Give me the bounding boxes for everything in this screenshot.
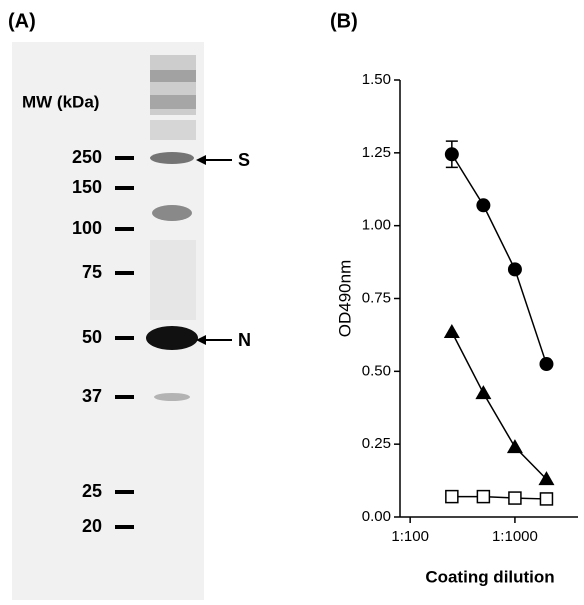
- x-tick-label: 1:1000: [492, 528, 538, 545]
- point: [539, 492, 554, 506]
- mw-label: MW (kDa): [22, 92, 99, 111]
- point: [445, 489, 459, 504]
- gel-lane: [146, 55, 198, 401]
- y-tick-label: 1.50: [362, 71, 391, 88]
- y-axis-label: OD490nm: [335, 260, 354, 337]
- point: [507, 262, 522, 277]
- series-line: [451, 153, 548, 365]
- point: [475, 385, 492, 400]
- y-tick-label: 1.25: [362, 144, 391, 161]
- point: [444, 147, 459, 162]
- point: [539, 357, 554, 372]
- x-axis-label: Coating dilution: [425, 567, 554, 586]
- band-label: N: [238, 330, 251, 350]
- band-label: S: [238, 150, 250, 170]
- arrow-head: [196, 335, 206, 345]
- y-tick-label: 0.50: [362, 362, 391, 379]
- point: [538, 471, 555, 486]
- point: [476, 198, 491, 213]
- y-tick-label: 0.75: [362, 289, 391, 306]
- x-tick-label: 1:100: [391, 528, 429, 545]
- point: [506, 439, 523, 454]
- marker-label: 20: [82, 516, 102, 536]
- gel: [12, 42, 204, 600]
- point: [476, 489, 491, 504]
- panel-label: (A): [8, 10, 36, 32]
- arrow-head: [196, 155, 206, 165]
- y-tick-label: 1.00: [362, 217, 391, 234]
- marker-label: 150: [72, 177, 102, 197]
- marker-label: 250: [72, 147, 102, 167]
- marker-label: 37: [82, 386, 102, 406]
- point: [443, 324, 460, 339]
- y-tick-label: 0.25: [362, 435, 391, 452]
- marker-label: 50: [82, 327, 102, 347]
- marker-label: 100: [72, 218, 102, 238]
- point: [508, 491, 522, 505]
- series-line: [451, 331, 547, 480]
- series-line: [451, 495, 547, 500]
- panel-label: (B): [330, 10, 358, 32]
- marker-label: 75: [82, 262, 102, 282]
- y-tick-label: 0.00: [362, 508, 391, 525]
- marker-label: 25: [82, 481, 102, 501]
